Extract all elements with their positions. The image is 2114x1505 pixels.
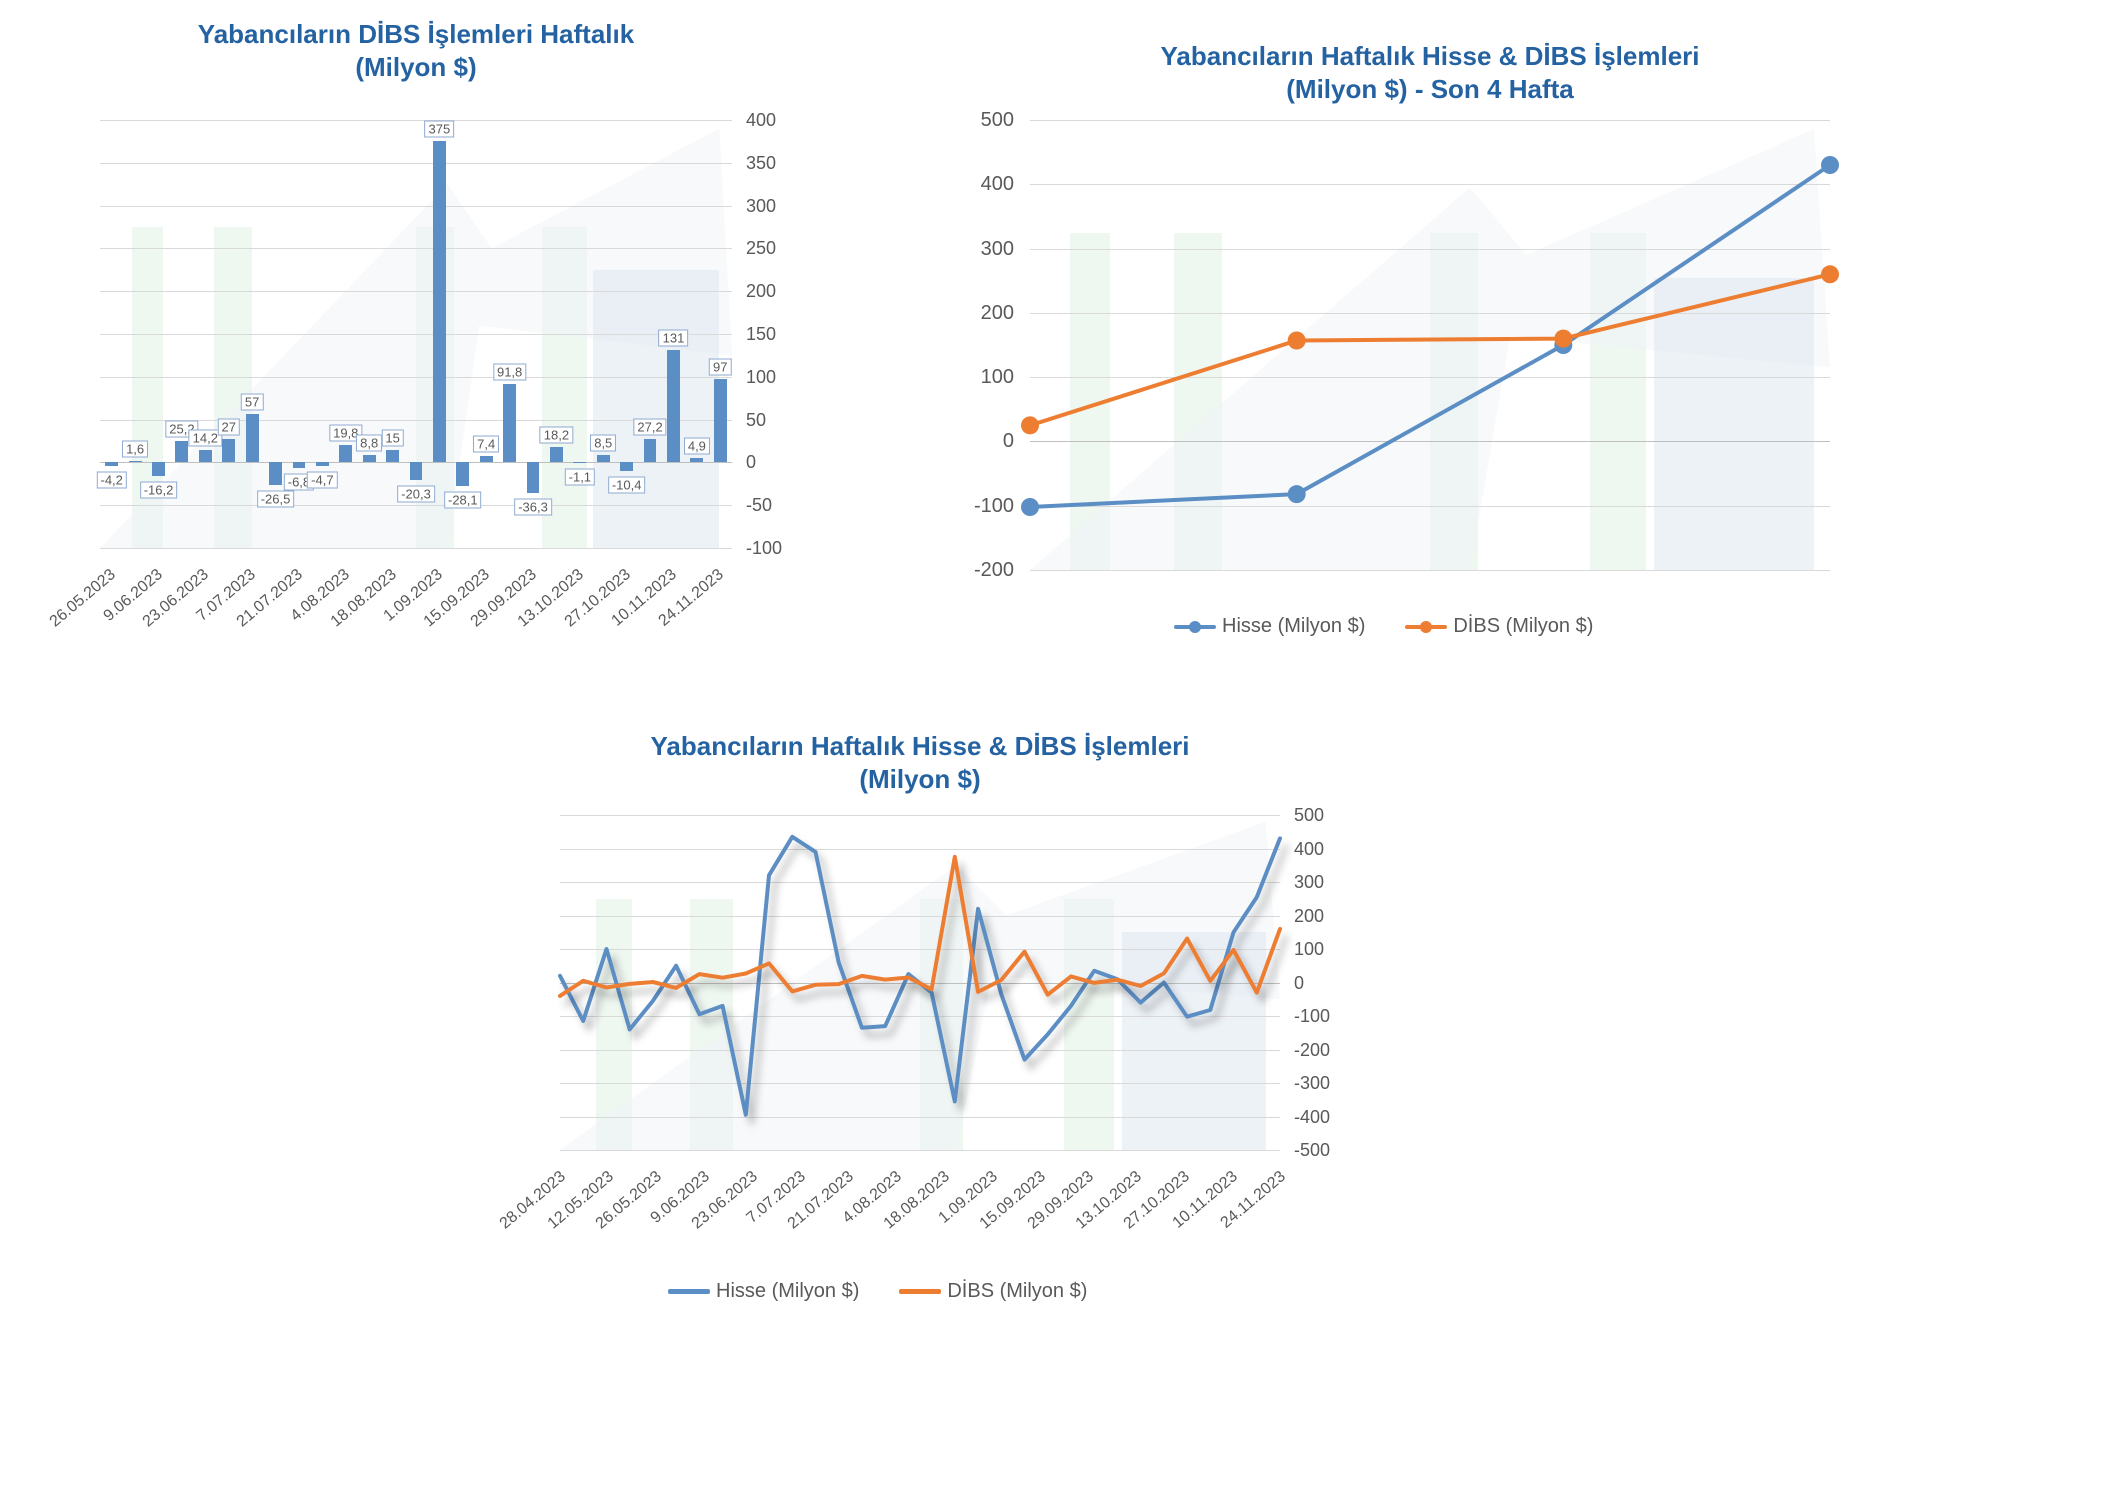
chart1-bar (550, 447, 563, 463)
legend-item: DİBS (Milyon $) (1405, 615, 1593, 638)
chart1-bar (175, 441, 188, 463)
chart1-data-label: -26,5 (257, 491, 295, 508)
chart1-data-label: 1,6 (122, 441, 148, 458)
chart1-data-label: 4,9 (684, 438, 710, 455)
chart1-bar (527, 462, 540, 493)
chart1-bar (105, 462, 118, 466)
chart1-bar (222, 439, 235, 462)
chart1-bar (386, 450, 399, 463)
y-tick-label: 250 (746, 238, 776, 259)
legend-item: DİBS (Milyon $) (899, 1280, 1087, 1303)
chart1-bar (690, 458, 703, 462)
chart1-data-label: 57 (241, 393, 263, 410)
chart1-data-label: -16,2 (140, 482, 178, 499)
legend-item: Hisse (Milyon $) (1174, 615, 1365, 638)
chart1-data-label: -36,3 (514, 499, 552, 516)
chart1-title: Yabancıların DİBS İşlemleri Haftalık(Mil… (60, 18, 772, 83)
chart1-bar (573, 462, 586, 463)
y-tick-label: -50 (746, 495, 772, 516)
chart1-data-label: 7,4 (473, 436, 499, 453)
legend-label: DİBS (Milyon $) (1453, 615, 1593, 638)
chart3-legend: Hisse (Milyon $) DİBS (Milyon $) (668, 1280, 1087, 1303)
legend-label: Hisse (Milyon $) (716, 1280, 859, 1303)
legend-swatch (668, 1289, 710, 1294)
stage: Yabancıların DİBS İşlemleri Haftalık(Mil… (0, 0, 2114, 1505)
chart1-bar (667, 350, 680, 462)
chart1-bar (597, 455, 610, 462)
legend-item: Hisse (Milyon $) (668, 1280, 859, 1303)
chart1-bar (316, 462, 329, 466)
chart1-data-label: -1,1 (565, 469, 595, 486)
y-tick-label: 0 (746, 452, 756, 473)
chart1-bar (433, 141, 446, 462)
chart1-data-label: -10,4 (608, 477, 646, 494)
y-tick-label: 100 (981, 366, 1014, 389)
chart1-bar (269, 462, 282, 485)
y-tick-label: 200 (746, 281, 776, 302)
y-tick-label: 50 (746, 410, 766, 431)
chart1-data-label: 27,2 (633, 419, 666, 436)
chart1-bar (456, 462, 469, 486)
chart1-data-label: 91,8 (493, 363, 526, 380)
chart1-data-label: -4,7 (307, 472, 337, 489)
chart1-bar (246, 414, 259, 463)
chart2-title: Yabancıların Haftalık Hisse & DİBS İşlem… (990, 40, 1870, 105)
legend-swatch (1174, 625, 1216, 629)
chart1-bar (363, 455, 376, 463)
chart1-bar (480, 456, 493, 462)
chart1-data-label: 15 (381, 429, 403, 446)
y-tick-label: 400 (981, 173, 1014, 196)
chart1-data-label: 131 (659, 330, 689, 347)
chart1-data-label: -28,1 (444, 492, 482, 509)
chart1-bar (293, 462, 306, 468)
legend-swatch (1405, 625, 1447, 629)
chart1-data-label: -4,2 (97, 471, 127, 488)
y-tick-label: 500 (981, 109, 1014, 132)
legend-label: DİBS (Milyon $) (947, 1280, 1087, 1303)
chart1-data-label: -20,3 (397, 485, 435, 502)
chart1-bar (620, 462, 633, 471)
chart1-bar (644, 439, 657, 462)
y-tick-label: 300 (746, 196, 776, 217)
chart1-bar (152, 462, 165, 476)
y-tick-label: 300 (981, 238, 1014, 261)
chart1-bar (714, 379, 727, 462)
y-tick-label: -100 (746, 538, 782, 559)
y-tick-label: 350 (746, 153, 776, 174)
chart3-plot (560, 815, 1310, 1180)
chart1-data-label: 8,8 (356, 434, 382, 451)
y-tick-label: 400 (746, 110, 776, 131)
y-tick-label: 100 (746, 367, 776, 388)
chart1-bar (339, 445, 352, 462)
chart1-bar (410, 462, 423, 479)
chart2-plot (1030, 120, 1830, 570)
legend-swatch (899, 1289, 941, 1294)
chart1-bar (199, 450, 212, 462)
chart1-bar (503, 384, 516, 463)
y-tick-label: 150 (746, 324, 776, 345)
chart1-bar (129, 461, 142, 462)
legend-label: Hisse (Milyon $) (1222, 615, 1365, 638)
chart2-legend: Hisse (Milyon $) DİBS (Milyon $) (1174, 615, 1593, 638)
chart1-data-label: 18,2 (540, 426, 573, 443)
chart1-data-label: 97 (709, 359, 731, 376)
y-tick-label: -100 (974, 495, 1014, 518)
chart3-title: Yabancıların Haftalık Hisse & DİBS İşlem… (480, 730, 1360, 795)
chart1-data-label: 8,5 (590, 435, 616, 452)
chart1-data-label: 27 (218, 419, 240, 436)
y-tick-label: -200 (974, 559, 1014, 582)
y-tick-label: 200 (981, 302, 1014, 325)
y-tick-label: 0 (1003, 430, 1014, 453)
chart1-data-label: 375 (425, 121, 455, 138)
